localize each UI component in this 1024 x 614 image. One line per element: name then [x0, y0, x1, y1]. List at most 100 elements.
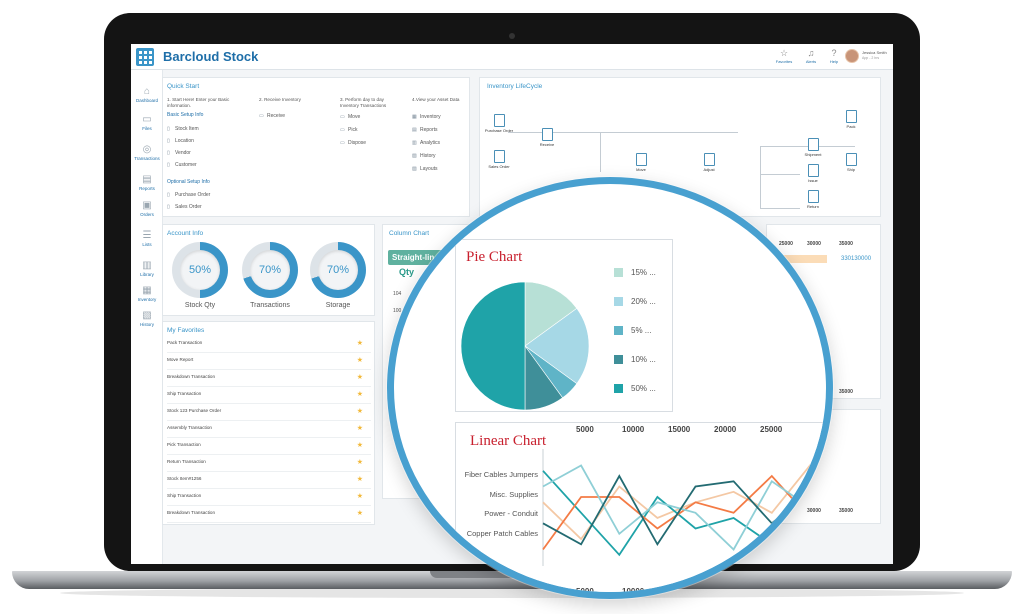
history-link[interactable]: ▧ History: [412, 153, 436, 159]
inventory-link[interactable]: ▦ Inventory: [412, 114, 441, 120]
sidebar-item-inventory[interactable]: ▦ Inventory: [131, 285, 163, 302]
favorite-row[interactable]: Breakdown Transaction ★: [167, 506, 371, 523]
x-tick-label: 10000: [622, 587, 645, 596]
node-label: Return: [806, 204, 819, 209]
pack-icon: [845, 110, 857, 123]
adjust-icon: [703, 153, 715, 166]
lifecycle-node-return[interactable]: Return: [798, 190, 828, 209]
bar-value: 330130000: [841, 256, 872, 262]
vendor-link[interactable]: ▯ Vendor: [167, 150, 191, 156]
sidebar-item-label: Transactions: [134, 156, 160, 161]
link-label: Customer: [175, 162, 197, 168]
reports-link[interactable]: ▤ Reports: [412, 127, 438, 133]
favorite-row[interactable]: Assembly Transaction ★: [167, 421, 371, 438]
favorite-row[interactable]: Stock 123 Purchase Order ★: [167, 404, 371, 421]
move-icon: [635, 153, 647, 166]
layouts-link[interactable]: ▨ Layouts: [412, 166, 438, 172]
star-icon[interactable]: ★: [356, 510, 363, 517]
menu-grid-icon[interactable]: [136, 48, 154, 66]
legend-label: 5% ...: [631, 326, 652, 335]
line-series: [542, 464, 826, 551]
lifecycle-node-move[interactable]: Move: [626, 153, 656, 172]
sidebar-item-library[interactable]: ▥ Library: [131, 260, 163, 277]
analytics-link[interactable]: ▥ Analytics: [412, 140, 440, 146]
sidebar-item-orders[interactable]: ▣ Orders: [131, 200, 163, 217]
pie-slice: [524, 281, 578, 347]
star-icon[interactable]: ★: [356, 476, 363, 483]
pick-link[interactable]: ▭ Pick: [340, 127, 357, 133]
lifecycle-node-issue[interactable]: Issue: [798, 164, 828, 183]
x-tick-label: 10000: [622, 425, 645, 434]
lifecycle-node-adjust[interactable]: Adjust: [694, 153, 724, 172]
lifecycle-node-receive[interactable]: Receive: [532, 128, 562, 147]
star-icon[interactable]: ★: [356, 357, 363, 364]
gauge-label: Transactions: [250, 302, 290, 309]
node-label: Sales Order: [488, 164, 510, 169]
purchase-order-link[interactable]: ▯ Purchase Order: [167, 192, 210, 198]
move-link[interactable]: ▭ Move: [340, 114, 360, 120]
sales-order-link[interactable]: ▯ Sales Order: [167, 204, 202, 210]
link-label: Sales Order: [175, 204, 202, 210]
gauge-label: Storage: [325, 302, 351, 309]
layouts-icon: ▨: [412, 166, 417, 172]
lifecycle-node-pack[interactable]: Pack: [836, 110, 866, 129]
pie-chart: [460, 281, 590, 411]
receive-icon: ▭: [259, 113, 264, 119]
favorite-row[interactable]: Stock Item#1256 ★: [167, 472, 371, 489]
avatar[interactable]: [845, 49, 859, 63]
legend-swatch: [614, 268, 623, 277]
star-icon[interactable]: ★: [356, 442, 363, 449]
link-label: Dispose: [348, 140, 367, 146]
lifecycle-node-sales-order[interactable]: Sales Order: [484, 150, 514, 169]
lifecycle-node-ship[interactable]: Ship: [836, 153, 866, 172]
favorite-row[interactable]: Move Report ★: [167, 353, 371, 370]
legend-label: 50% ...: [631, 384, 656, 393]
star-icon[interactable]: ★: [356, 340, 363, 347]
star-icon[interactable]: ★: [356, 425, 363, 432]
favorite-row[interactable]: Ship Transaction ★: [167, 387, 371, 404]
star-icon[interactable]: ★: [356, 374, 363, 381]
alerts-button[interactable]: ♫ Alerts: [798, 48, 824, 64]
lifecycle-node-shipment[interactable]: Shipment: [798, 138, 828, 157]
lifecycle-node-purchase-order[interactable]: Purchase Order: [484, 114, 514, 133]
magnifier-lens: Pie Chart 15% ... 20% ... 5% ... 10% ... 50%…: [387, 177, 833, 599]
reports-icon: ▤: [412, 127, 417, 133]
receive-link[interactable]: ▭ Receive: [259, 113, 285, 119]
star-icon[interactable]: ★: [356, 459, 363, 466]
tick-label: 25000: [779, 241, 793, 247]
favorite-row[interactable]: Return Transaction ★: [167, 455, 371, 472]
legend-swatch: [614, 384, 623, 393]
user-name: Jessica Smith: [862, 50, 887, 55]
sidebar-item-transactions[interactable]: ◎ Transactions: [131, 144, 163, 161]
favorites-button[interactable]: ☆ Favorites: [771, 48, 797, 64]
legend-label: 10% ...: [631, 355, 656, 364]
sidebar-item-history[interactable]: ▧ History: [131, 310, 163, 327]
favorite-row[interactable]: Ship Transaction ★: [167, 489, 371, 506]
badge-label: Straight-lin: [392, 253, 435, 262]
star-icon[interactable]: ★: [356, 391, 363, 398]
location-link[interactable]: ▯ Location: [167, 138, 194, 144]
star-icon[interactable]: ★: [356, 493, 363, 500]
optional-setup-title: Optional Setup Info: [167, 179, 210, 185]
sidebar-item-lists[interactable]: ☰ Lists: [131, 230, 163, 247]
favorite-row[interactable]: Pack Transaction ★: [167, 336, 371, 353]
help-icon: ?: [831, 48, 837, 58]
favorite-label: Stock 123 Purchase Order: [167, 408, 222, 413]
library-icon: ▥: [142, 260, 152, 271]
history-icon: ▧: [412, 153, 417, 159]
favorite-label: Move Report: [167, 357, 194, 362]
sidebar-item-reports[interactable]: ▤ Reports: [131, 174, 163, 191]
help-button[interactable]: ? Help: [821, 48, 847, 64]
customer-link[interactable]: ▯ Customer: [167, 162, 197, 168]
category-label: Power - Conduit: [484, 509, 538, 518]
favorite-label: Pack Transaction: [167, 340, 203, 345]
stock-item-link[interactable]: ▯ Stock Item: [167, 126, 199, 132]
doc-icon: ▯: [167, 162, 170, 168]
dispose-link[interactable]: ▭ Dispose: [340, 140, 366, 146]
return-icon: [807, 190, 819, 203]
favorite-row[interactable]: Pick Transaction ★: [167, 438, 371, 455]
star-icon[interactable]: ★: [356, 408, 363, 415]
sidebar-item-files[interactable]: ▭ Files: [131, 114, 163, 131]
favorite-row[interactable]: Breakdown Transaction ★: [167, 370, 371, 387]
sidebar-item-dashboard[interactable]: ⌂ Dashboard: [131, 86, 163, 103]
